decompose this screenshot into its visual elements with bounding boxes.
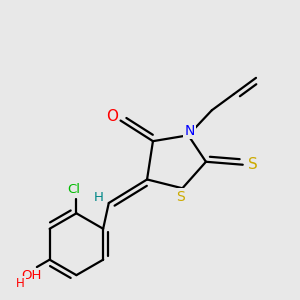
Text: S: S bbox=[248, 157, 258, 172]
Text: Cl: Cl bbox=[67, 183, 80, 196]
Text: OH: OH bbox=[21, 269, 41, 282]
Text: H: H bbox=[16, 277, 25, 290]
Text: H: H bbox=[94, 190, 103, 204]
Text: S: S bbox=[176, 190, 185, 203]
Text: O: O bbox=[106, 109, 118, 124]
Text: N: N bbox=[184, 124, 195, 138]
